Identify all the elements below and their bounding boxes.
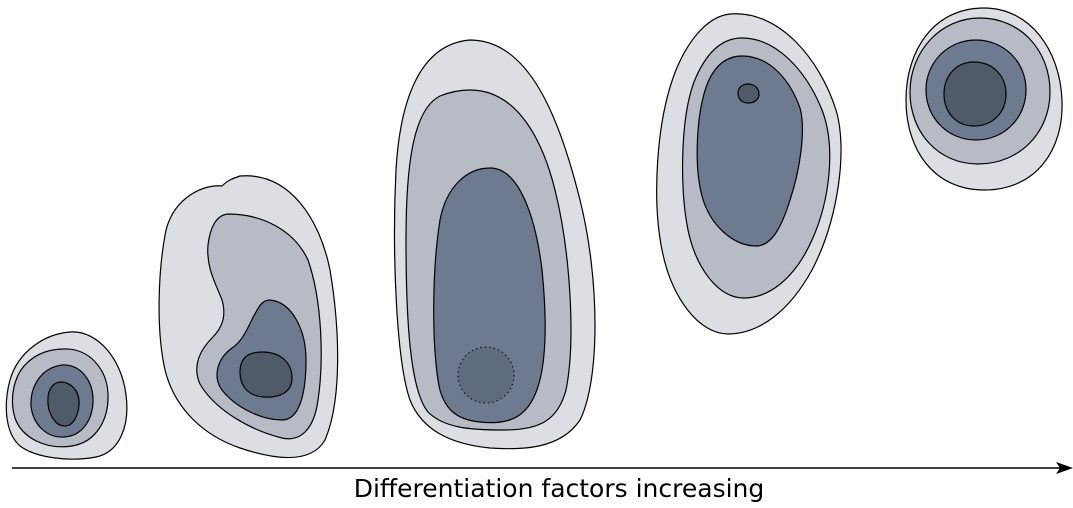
stage-3-level-3: [433, 167, 546, 424]
arrow-head: [1056, 462, 1073, 474]
stage-3-dotted-spot: [457, 346, 515, 404]
stage-3-cluster: [393, 39, 596, 450]
stage-5-cluster: [905, 7, 1063, 191]
stage-4-level-4: [737, 83, 760, 104]
stage-4-level-3: [696, 55, 803, 247]
increase-arrow: [12, 462, 1073, 474]
stage-2-cluster: [158, 175, 339, 458]
stage-1-level-4: [47, 381, 80, 427]
stage-1-cluster: [5, 331, 128, 460]
caption: Differentiation factors increasing: [353, 474, 765, 503]
stage-4-cluster: [656, 13, 842, 335]
stage-5-level-4: [943, 61, 1007, 127]
stage-2-level-4: [239, 351, 293, 398]
